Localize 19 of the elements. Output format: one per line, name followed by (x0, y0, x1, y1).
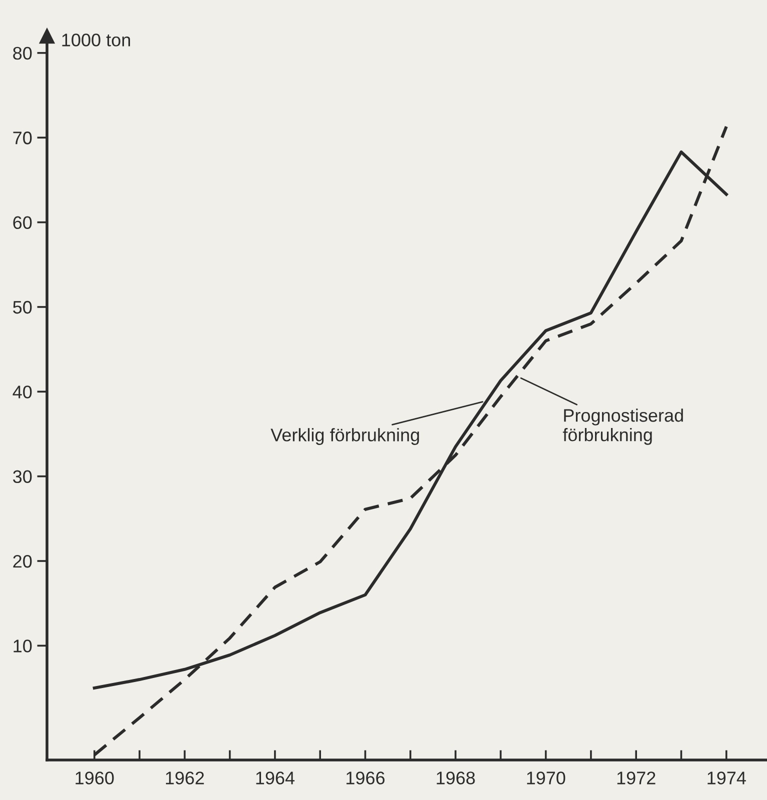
x-tick-label: 1964 (256, 772, 295, 784)
y-tick-label: 70 (13, 132, 32, 144)
y-tick-label: 10 (14, 640, 32, 652)
x-tick-label: 1974 (708, 772, 746, 784)
x-tick-label: 1970 (527, 772, 566, 784)
x-tick-label: 1962 (166, 772, 204, 784)
x-tick-label: 1968 (436, 772, 475, 784)
y-tick-label: 40 (12, 386, 32, 398)
y-axis-title: 1000 ton (62, 34, 130, 46)
y-tick-label: 50 (13, 300, 32, 314)
y-tick-label: 20 (13, 554, 32, 568)
annotation: Prognostiserad förbrukning (562, 408, 683, 445)
x-tick-label: 1966 (346, 772, 385, 784)
x-tick-label: 1960 (76, 772, 114, 784)
y-tick-label: 80 (13, 46, 32, 60)
annotation: Verklig förbrukning (270, 428, 419, 445)
x-tick-label: 1972 (617, 772, 656, 784)
y-tick-label: 60 (13, 216, 32, 230)
y-tick-label: 30 (13, 470, 32, 484)
